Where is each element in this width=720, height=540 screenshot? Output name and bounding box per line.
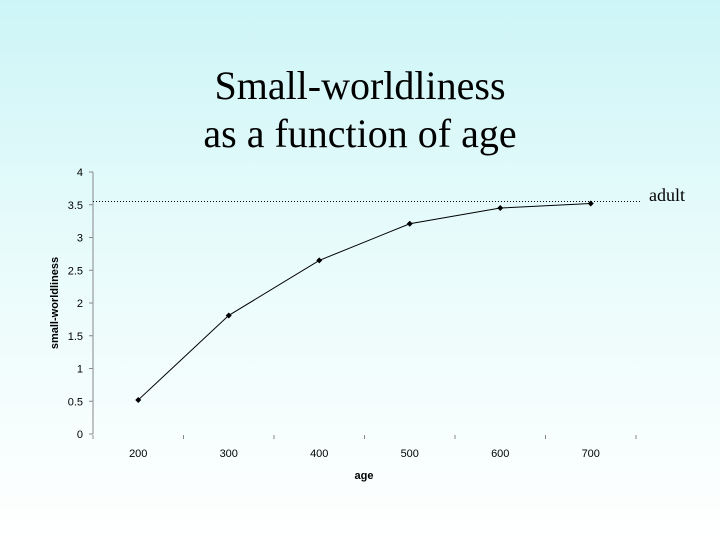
series-line xyxy=(137,202,591,401)
slide-title: Small-worldliness as a function of age xyxy=(0,62,720,158)
y-tick-label: 0.5 xyxy=(68,396,83,408)
data-point xyxy=(587,200,594,207)
y-axis-label: small-worldliness xyxy=(49,257,61,349)
adult-reference-label: adult xyxy=(649,185,685,205)
x-tick-label: 300 xyxy=(220,448,238,460)
y-tick-label: 3.5 xyxy=(68,200,83,212)
y-tick-label: 2 xyxy=(77,298,83,310)
y-tick-label: 2.5 xyxy=(68,265,83,277)
x-tick-label: 400 xyxy=(310,448,328,460)
x-tick-label: 200 xyxy=(129,448,147,460)
data-point xyxy=(497,205,504,212)
data-point xyxy=(135,396,142,403)
x-tick-label: 700 xyxy=(582,448,600,460)
y-tick-label: 4 xyxy=(77,167,83,179)
y-tick-label: 1 xyxy=(77,364,83,376)
y-tick-label: 1.5 xyxy=(68,331,83,343)
data-point xyxy=(406,220,413,227)
x-axis-label: age xyxy=(355,470,374,482)
y-tick-label: 0 xyxy=(77,429,83,441)
data-point xyxy=(316,257,323,264)
title-line-2: as a function of age xyxy=(203,111,517,156)
x-tick-label: 500 xyxy=(401,448,419,460)
title-line-1: Small-worldliness xyxy=(214,63,506,108)
x-tick-label: 600 xyxy=(491,448,509,460)
y-tick-label: 3 xyxy=(77,233,83,245)
data-point xyxy=(225,312,232,319)
